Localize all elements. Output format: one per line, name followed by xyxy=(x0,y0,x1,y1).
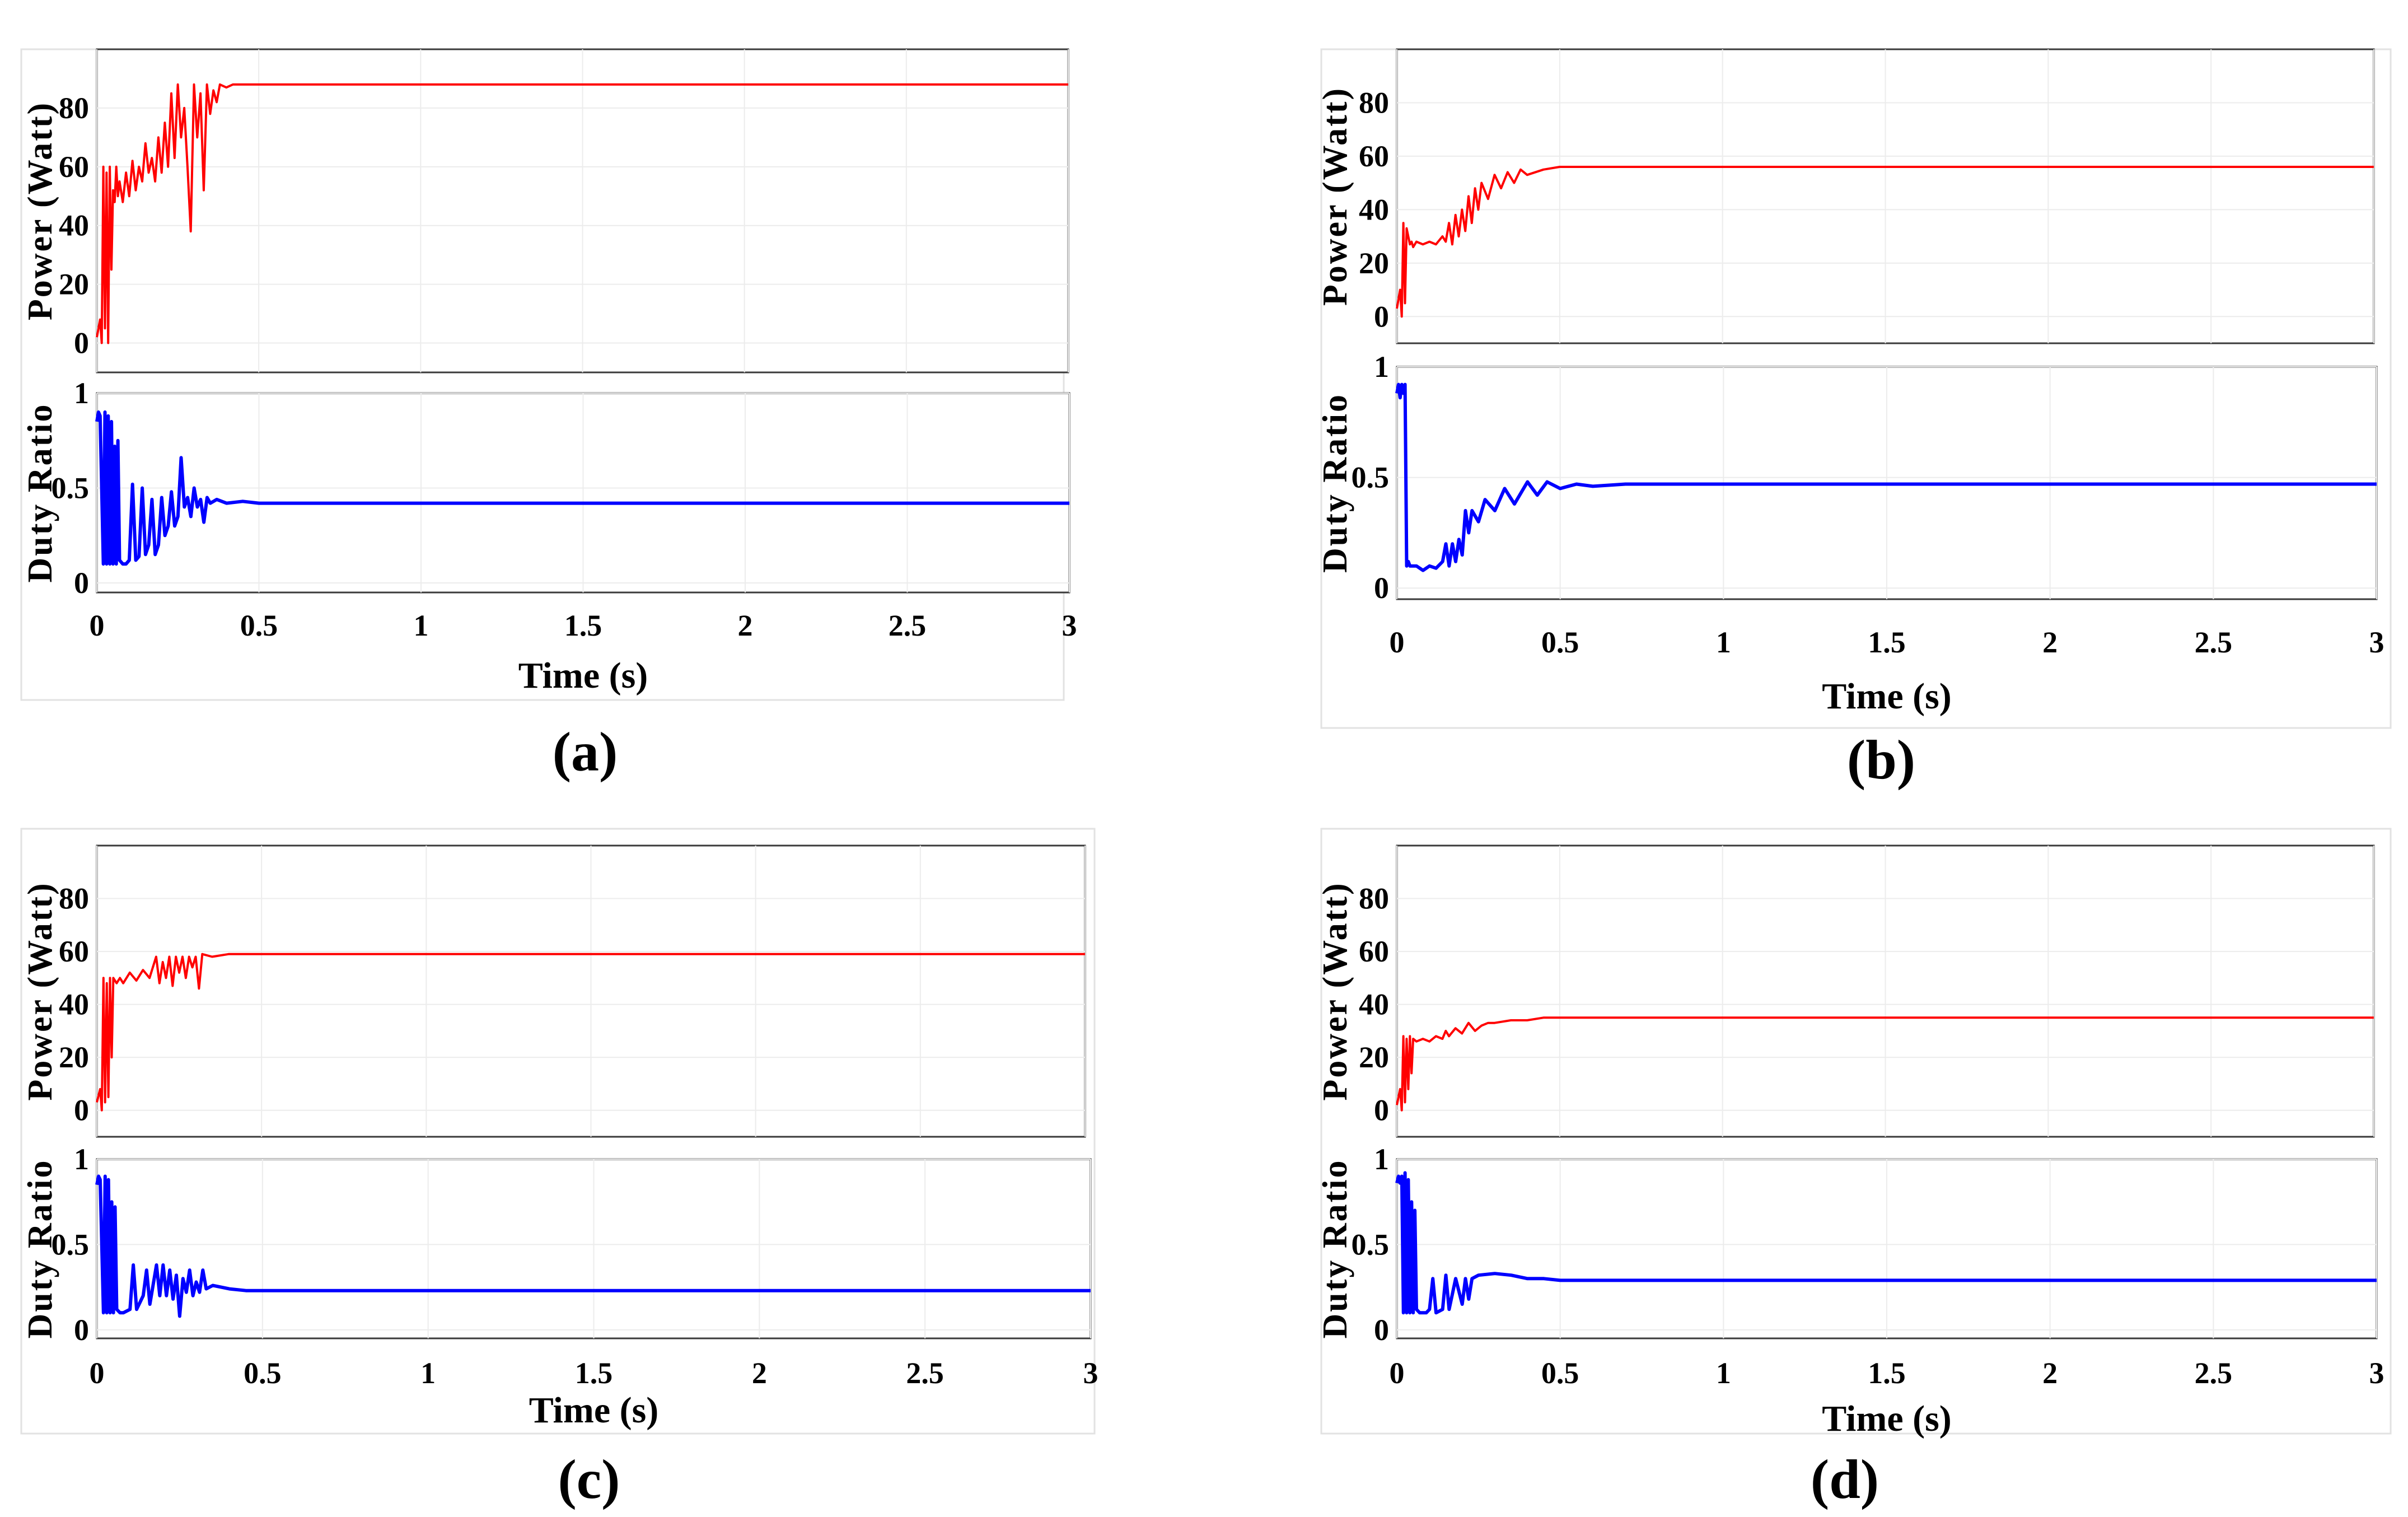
x-tick-label: 0 xyxy=(90,609,105,642)
x-tick-label: 2 xyxy=(2042,1356,2058,1390)
subplot-duty: 0 0.5 1 Duty Ratio xyxy=(1316,350,2378,605)
panel-caption: (a) xyxy=(553,721,618,783)
panel-frame xyxy=(20,828,1096,1435)
y-tick-label: 40 xyxy=(59,988,89,1021)
panel-caption: (c) xyxy=(558,1448,620,1510)
x-tick-label: 2.5 xyxy=(906,1356,944,1390)
series-line-power xyxy=(1396,166,2374,318)
y-tick-label: 40 xyxy=(59,209,89,242)
y-tick-label: 60 xyxy=(1359,935,1389,968)
y-tick-label: 40 xyxy=(1359,988,1389,1021)
x-tick-label: 2 xyxy=(738,609,753,642)
y-tick-label: 0.5 xyxy=(52,1227,90,1261)
x-tick-label: 1.5 xyxy=(564,609,602,642)
x-tick-label: 1.5 xyxy=(1868,626,1906,659)
x-tick-label: 1 xyxy=(414,609,429,642)
x-tick-label: 3 xyxy=(2369,1356,2384,1390)
y-tick-label: 60 xyxy=(1359,139,1389,173)
x-tick-label: 3 xyxy=(1083,1356,1098,1390)
subplot-duty: 0 0.5 1 Duty Ratio xyxy=(21,376,1070,600)
y-axis-label: Power (Watt) xyxy=(1316,881,1354,1100)
y-tick-label: 20 xyxy=(1359,246,1389,280)
x-tick-label: 2.5 xyxy=(2195,1356,2233,1390)
y-tick-label: 1 xyxy=(74,1142,89,1176)
y-tick-label: 60 xyxy=(59,150,89,184)
y-tick-label: 0.5 xyxy=(52,472,90,505)
series-line-power xyxy=(96,953,1085,1112)
x-tick-label: 0.5 xyxy=(1541,626,1579,659)
y-tick-label: 0 xyxy=(1374,1313,1389,1347)
series-line-power xyxy=(96,83,1068,344)
y-tick-label: 0 xyxy=(1374,300,1389,333)
x-tick-label: 2.5 xyxy=(889,609,927,642)
x-tick-label: 2.5 xyxy=(2195,626,2233,659)
y-tick-label: 0 xyxy=(74,326,89,360)
y-axis-label: Duty Ratio xyxy=(1316,1159,1354,1338)
y-tick-label: 20 xyxy=(1359,1040,1389,1074)
x-axis-label: Time (s) xyxy=(1822,1398,1952,1439)
x-tick-label: 0.5 xyxy=(1541,1356,1579,1390)
y-tick-label: 0 xyxy=(74,1313,89,1347)
y-tick-label: 1 xyxy=(1374,350,1389,384)
x-tick-label: 0.5 xyxy=(240,609,278,642)
y-tick-label: 60 xyxy=(59,935,89,968)
x-axis-label: Time (s) xyxy=(529,1390,659,1431)
x-tick-label: 0 xyxy=(1390,1356,1405,1390)
y-tick-label: 1 xyxy=(1374,1142,1389,1176)
y-tick-label: 0 xyxy=(74,566,89,600)
y-axis-label: Duty Ratio xyxy=(21,403,59,582)
x-tick-label: 1 xyxy=(420,1356,436,1390)
x-tick-label: 1 xyxy=(1716,626,1731,659)
y-tick-label: 0.5 xyxy=(1352,1227,1390,1261)
y-tick-label: 20 xyxy=(59,268,89,301)
x-tick-label: 1.5 xyxy=(575,1356,613,1390)
y-tick-label: 40 xyxy=(1359,193,1389,226)
x-tick-label: 0 xyxy=(90,1356,105,1390)
y-tick-label: 1 xyxy=(74,376,89,410)
x-tick-label: 1.5 xyxy=(1868,1356,1906,1390)
x-axis-label: Time (s) xyxy=(518,655,648,696)
y-tick-label: 80 xyxy=(1359,882,1389,916)
x-tick-label: 0.5 xyxy=(244,1356,282,1390)
x-tick-label: 0 xyxy=(1390,626,1405,659)
x-tick-label: 3 xyxy=(1062,609,1077,642)
y-tick-label: 0 xyxy=(74,1094,89,1127)
y-axis-label: Power (Watt) xyxy=(21,101,59,320)
y-axis-label: Power (Watt) xyxy=(21,881,59,1100)
y-axis-label: Power (Watt) xyxy=(1316,87,1354,306)
subplot-duty: 0 0.5 1 Duty Ratio xyxy=(1316,1142,2378,1347)
y-axis-label: Duty Ratio xyxy=(21,1159,59,1338)
x-tick-label: 2 xyxy=(2042,626,2058,659)
y-tick-label: 0 xyxy=(1374,571,1389,605)
series-line-duty xyxy=(95,410,1069,566)
subplot-duty: 0 0.5 1 Duty Ratio xyxy=(21,1142,1092,1347)
series-line-power xyxy=(1396,1016,2374,1112)
y-tick-label: 80 xyxy=(59,91,89,125)
x-tick-label: 1 xyxy=(1716,1356,1731,1390)
panel-caption: (d) xyxy=(1811,1448,1879,1510)
y-tick-label: 80 xyxy=(1359,86,1389,119)
y-axis-label: Duty Ratio xyxy=(1316,393,1354,573)
x-axis-label: Time (s) xyxy=(1822,676,1952,717)
series-line-duty xyxy=(1395,382,2377,572)
x-tick-label: 2 xyxy=(752,1356,767,1390)
series-line-duty xyxy=(1395,1171,2377,1315)
panel-frame xyxy=(1320,828,2392,1435)
y-tick-label: 20 xyxy=(59,1040,89,1074)
panel-caption: (b) xyxy=(1847,729,1915,791)
y-tick-label: 0.5 xyxy=(1352,461,1390,494)
y-tick-label: 80 xyxy=(59,882,89,916)
y-tick-label: 0 xyxy=(1374,1094,1389,1127)
series-line-duty xyxy=(95,1174,1091,1318)
x-tick-label: 3 xyxy=(2369,626,2384,659)
